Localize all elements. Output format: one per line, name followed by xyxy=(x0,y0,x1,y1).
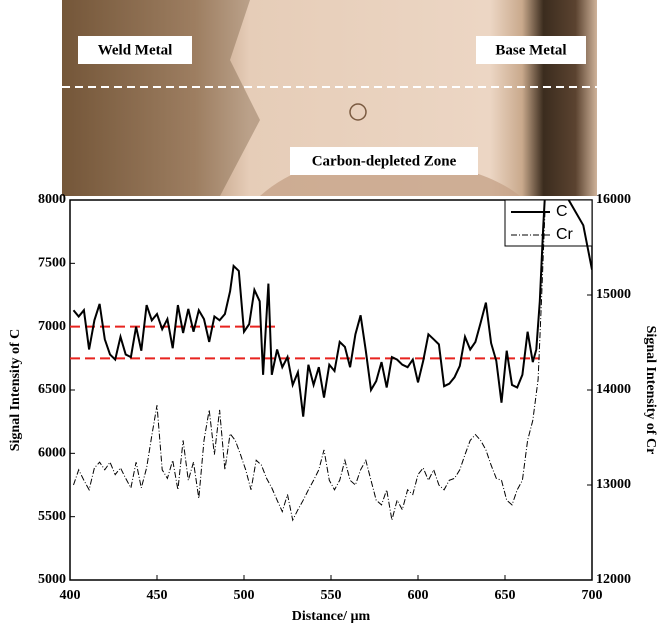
y-axis-label: Signal Intensity of C xyxy=(8,329,23,452)
x-axis-label: Distance/ µm xyxy=(292,609,371,624)
x-tick-label: 700 xyxy=(582,588,603,603)
series-line xyxy=(73,210,546,522)
y2-tick-label: 16000 xyxy=(596,192,631,207)
series-line xyxy=(72,200,592,417)
x-tick-label: 650 xyxy=(495,588,516,603)
y2-tick-label: 13000 xyxy=(596,477,631,492)
y2-tick-label: 14000 xyxy=(596,382,631,397)
legend-label: C xyxy=(556,203,568,220)
annotation: Carbon-depleted Zone xyxy=(312,153,457,169)
annotation: Base Metal xyxy=(495,42,566,58)
y2-tick-label: 12000 xyxy=(596,572,631,587)
legend: C Cr xyxy=(504,199,593,247)
x-tick-label: 600 xyxy=(408,588,429,603)
annotation: Weld Metal xyxy=(98,42,173,58)
y-tick-label: 5000 xyxy=(38,572,66,587)
y-tick-label: 7000 xyxy=(38,319,66,334)
y-tick-label: 7500 xyxy=(38,256,66,271)
plot-area xyxy=(70,200,592,522)
x-tick-label: 500 xyxy=(234,588,255,603)
micrograph xyxy=(62,0,597,196)
x-tick-label: 450 xyxy=(147,588,168,603)
x-tick-label: 400 xyxy=(60,588,81,603)
y-tick-label: 6500 xyxy=(38,382,66,397)
y-tick-label: 6000 xyxy=(38,446,66,461)
plot-frame xyxy=(69,199,593,581)
y2-tick-label: 15000 xyxy=(596,287,631,302)
y2-axis-label: Signal Intensity of Cr xyxy=(643,326,658,455)
x-tick-label: 550 xyxy=(321,588,342,603)
legend-label: Cr xyxy=(556,226,574,243)
y-tick-label: 8000 xyxy=(38,192,66,207)
y-tick-label: 5500 xyxy=(38,509,66,524)
